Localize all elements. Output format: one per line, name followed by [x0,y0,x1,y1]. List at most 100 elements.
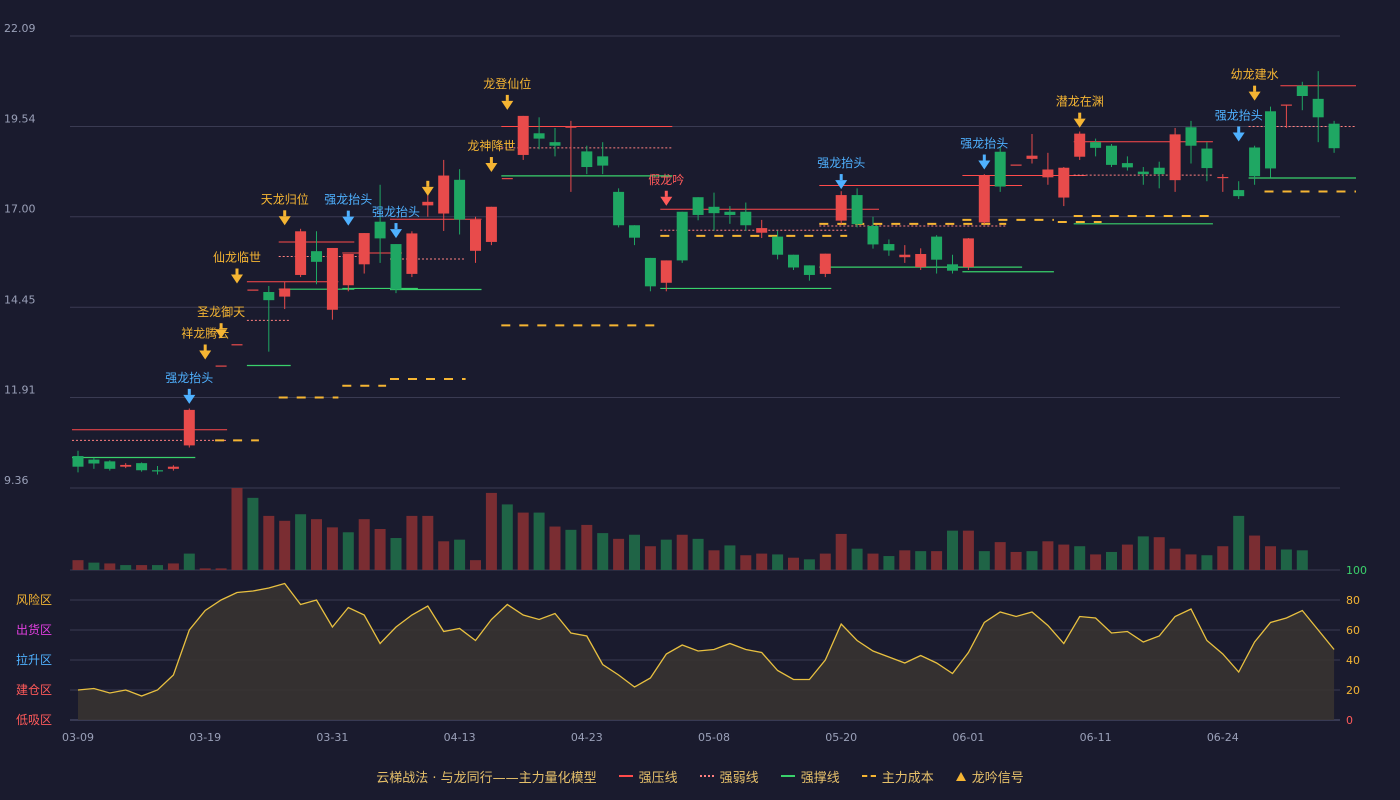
volume-bar [72,560,84,570]
candle-body [978,175,990,223]
legend-item: 强弱线 [699,767,759,786]
volume-bar [1010,551,1022,570]
signal-arrow-icon [215,329,228,339]
candle-body [1106,145,1117,165]
volume-bar [263,515,275,570]
volume-bar [152,565,163,570]
candle-body [104,461,116,469]
volume-bar [708,550,720,570]
volume-bar [772,554,784,570]
candle-body [1010,164,1022,166]
signal-arrow-icon [501,100,514,110]
volume-bar [1058,544,1070,570]
candle-body [533,133,545,139]
signal-label: 强龙抬头 [960,137,1008,151]
oscillator-area [78,583,1335,720]
volume-bar [454,539,466,570]
volume-bar [819,553,831,570]
volume-bar [1090,554,1102,570]
volume-bar [1296,550,1308,570]
volume-bar [1106,551,1117,570]
signal-label: 龙神降世 [467,139,515,153]
volume-bar [756,553,768,570]
legend-label: 强弱线 [719,770,759,786]
signal-arrow-stem [283,210,287,217]
signal-arrow-stem [219,323,223,330]
candle-body [740,211,752,226]
candle-body [1169,134,1181,181]
volume-bar [390,538,402,570]
volume-bar [724,545,736,570]
candle-body [788,254,799,268]
volume-bar [629,534,640,570]
signal-label: 假龙吟 [648,172,684,187]
candle-body [899,254,911,258]
candle-body [1280,104,1292,106]
candle-body [915,254,927,268]
signal-label: 天龙归位 [261,191,309,206]
volume-bar [533,512,545,570]
volume-bar [867,553,879,570]
candle-body [660,260,672,283]
signal-label: 强龙抬头 [372,205,420,219]
volume-bar [215,568,227,570]
legend-item: 强压线 [618,767,678,786]
volume-bar [676,534,688,570]
candle-body [295,231,307,275]
candle-body [692,197,704,215]
legend-swatch [618,775,633,777]
x-tick-label: 03-31 [316,731,348,744]
volume-bar [788,557,799,570]
signal-arrow-stem [187,388,191,395]
candle-body [152,470,163,472]
volume-bar [581,524,593,570]
x-tick-label: 06-24 [1207,731,1239,744]
candle-body [883,244,895,251]
signal-label: 强龙抬头 [324,193,372,207]
candle-body [676,211,688,261]
osc-tick-label: 40 [1346,654,1360,667]
zone-label: 风险区 [16,592,52,607]
candle-body [867,225,879,245]
volume-bar [199,568,211,570]
volume-bar [1265,546,1276,570]
candle-body [1090,142,1102,148]
volume-bar [644,546,656,570]
candle-body [549,142,561,146]
volume-bar [231,488,243,570]
signal-label: 强龙抬头 [165,371,213,385]
candle-body [1137,171,1149,175]
candle-body [311,251,322,262]
signal-arrow-stem [1253,85,1257,92]
candlesticks [72,71,1340,475]
signal-arrow-icon [835,180,848,190]
volume-bar [931,551,943,570]
signal-label: 圣龙御天 [197,304,245,319]
signal-arrow-icon [342,216,355,226]
legend-item: 主力成本 [861,767,934,786]
volume-bar [915,551,927,570]
volume-bar [692,538,704,570]
candle-body [613,191,625,226]
volume-bar [835,533,847,570]
candle-body [358,233,370,265]
signal-label: 潜龙在渊 [1056,95,1104,109]
signal-arrow-icon [660,196,673,206]
volume-bar [183,553,195,570]
legend-swatch [699,775,714,777]
candle-body [1042,169,1054,178]
candle-body [565,126,577,128]
zone-label: 建仓区 [16,683,52,697]
candle-body [772,236,784,255]
volume-bar [358,519,370,570]
x-tick-label: 05-08 [698,731,730,744]
candle-body [629,225,640,238]
volume-bar [740,555,752,570]
signal-arrow-icon [199,350,212,360]
osc-tick-label: 100 [1346,564,1367,577]
volume-bar [883,556,895,570]
candle-body [342,254,354,286]
volume-bar [485,492,497,570]
